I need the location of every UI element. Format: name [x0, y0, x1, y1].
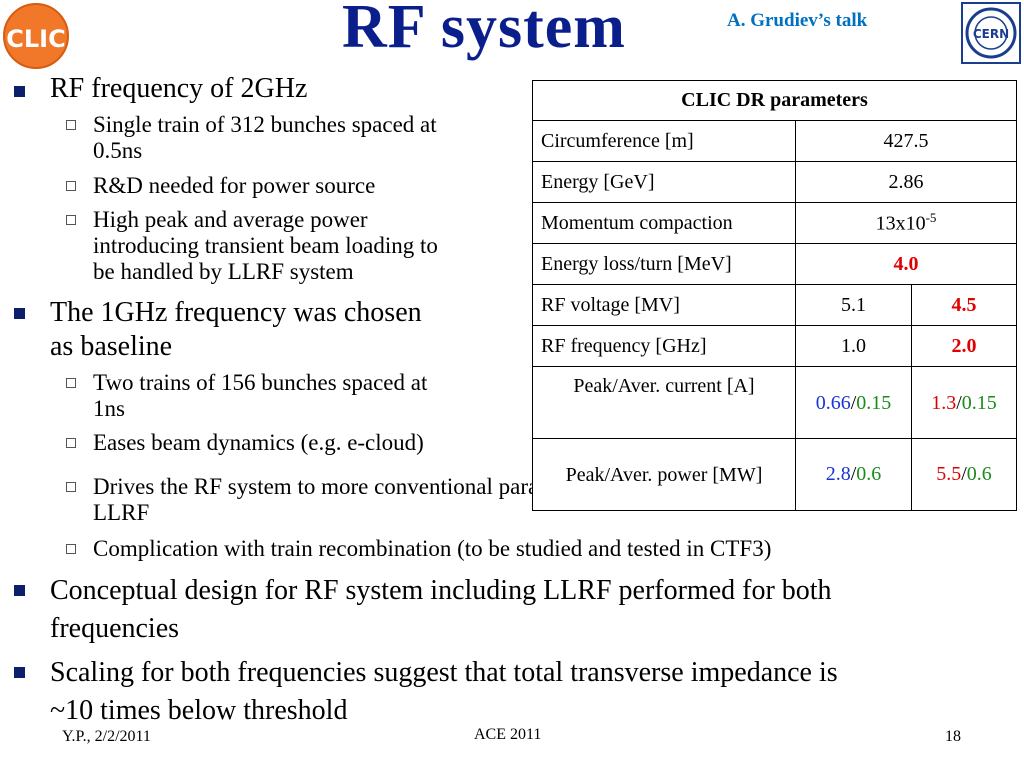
sub-bullet-square: [66, 181, 76, 191]
sub-bullet-square: [66, 120, 76, 130]
table-row: Peak/Aver. current [A] 0.66/0.15 1.3/0.1…: [532, 366, 1017, 439]
table-row: RF voltage [MV] 5.1 4.5: [532, 284, 1017, 326]
table-row: Peak/Aver. power [MW] 2.8/0.6 5.5/0.6: [532, 438, 1017, 511]
clic-dr-parameters-table: CLIC DR parameters Circumference [m] 427…: [532, 80, 1017, 511]
bullet-square: [14, 667, 25, 678]
bullet-1-sub-3: High peak and average power introducing t…: [93, 207, 438, 284]
sub-bullet-square: [66, 438, 76, 448]
table-caption: CLIC DR parameters: [532, 80, 1017, 121]
bullet-square: [14, 585, 25, 596]
sub-bullet-square: [66, 544, 76, 554]
footer-event: ACE 2011: [474, 726, 542, 743]
value-1ghz: 5.1: [795, 284, 912, 326]
sub-bullet-square: [66, 215, 76, 225]
row-label: Energy [GeV]: [532, 161, 796, 203]
footer-author-date: Y.P., 2/2/2011: [62, 728, 151, 745]
clic-logo: CLIC: [3, 3, 69, 69]
value-2ghz: 5.5/0.6: [911, 438, 1017, 511]
row-value: 427.5: [795, 120, 1017, 162]
page-title: RF system: [342, 0, 626, 61]
row-label: Peak/Aver. power [MW]: [532, 438, 796, 511]
row-value: 4.0: [795, 243, 1017, 285]
bullet-2-text: The 1GHz frequency was chosen as baseline: [50, 297, 422, 362]
page-number: 18: [945, 728, 961, 745]
value-1ghz: 0.66/0.15: [795, 366, 912, 439]
cern-logo: CERN: [961, 2, 1021, 64]
bullet-2-sub-4: Complication with train recombination (t…: [93, 536, 772, 561]
row-value: 13x10-5: [795, 202, 1017, 244]
table-header-row: CLIC DR parameters: [532, 80, 1017, 121]
row-value: 2.86: [795, 161, 1017, 203]
bullet-square: [14, 308, 25, 319]
bullet-3-text: Conceptual design for RF system includin…: [50, 575, 832, 644]
row-label: Circumference [m]: [532, 120, 796, 162]
row-label: Peak/Aver. current [A]: [532, 366, 796, 439]
value-1ghz: 1.0: [795, 325, 912, 367]
talk-credit: A. Grudiev’s talk: [727, 10, 868, 31]
table-row: RF frequency [GHz] 1.0 2.0: [532, 325, 1017, 367]
table-row: Momentum compaction 13x10-5: [532, 202, 1017, 244]
value-2ghz: 4.5: [911, 284, 1017, 326]
value-2ghz: 2.0: [911, 325, 1017, 367]
bullet-1-sub-2: R&D needed for power source: [93, 173, 376, 198]
value-2ghz: 1.3/0.15: [911, 366, 1017, 439]
row-label: Energy loss/turn [MeV]: [532, 243, 796, 285]
svg-text:CLIC: CLIC: [6, 25, 65, 53]
bullet-2-sub-1: Two trains of 156 bunches spaced at 1ns: [93, 370, 428, 421]
table-row: Energy [GeV] 2.86: [532, 161, 1017, 203]
sub-bullet-square: [66, 378, 76, 388]
row-label: Momentum compaction: [532, 202, 796, 244]
row-label: RF frequency [GHz]: [532, 325, 796, 367]
bullet-1-text: RF frequency of 2GHz: [50, 73, 308, 104]
table-row: Circumference [m] 427.5: [532, 120, 1017, 162]
bullet-2-sub-2: Eases beam dynamics (e.g. e-cloud): [93, 430, 424, 455]
svg-text:CERN: CERN: [973, 27, 1009, 41]
bullet-4-text: Scaling for both frequencies suggest tha…: [50, 657, 838, 726]
value-1ghz: 2.8/0.6: [795, 438, 912, 511]
sub-bullet-square: [66, 482, 76, 492]
bullet-1-sub-1: Single train of 312 bunches spaced at 0.5…: [93, 112, 437, 163]
table-row: Energy loss/turn [MeV] 4.0: [532, 243, 1017, 285]
row-label: RF voltage [MV]: [532, 284, 796, 326]
bullet-square: [14, 86, 25, 97]
